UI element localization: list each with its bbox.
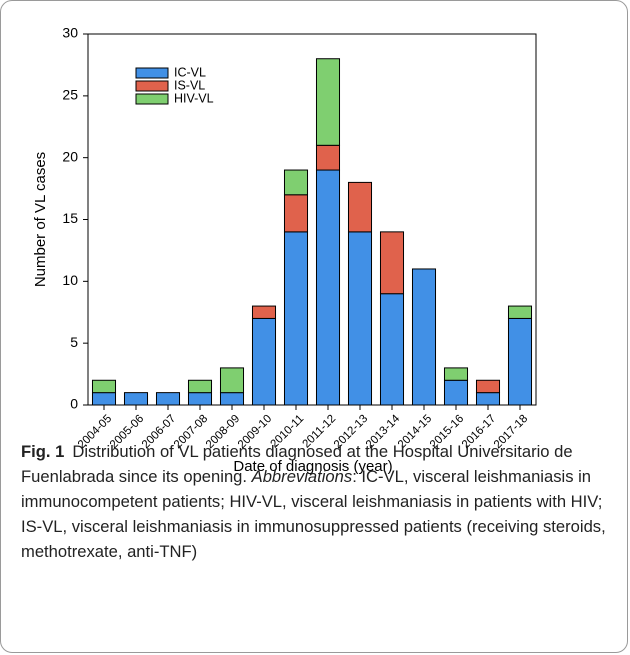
- bar-segment: [379, 293, 405, 406]
- bar-segment: [315, 144, 341, 171]
- bar-segment: [347, 181, 373, 233]
- y-tick-label: 5: [70, 334, 78, 350]
- bar-segment: [155, 392, 181, 406]
- y-tick-label: 15: [62, 210, 78, 226]
- legend-label: IS-VL: [174, 78, 205, 92]
- legend-label: IC-VL: [174, 65, 206, 79]
- caption-text: Distribution of VL patients diagnosed at…: [21, 442, 573, 486]
- bar-segment: [379, 231, 405, 295]
- bar-segment: [283, 231, 309, 406]
- bar-segment: [443, 367, 469, 381]
- plot-frame: [87, 33, 537, 406]
- bar-segment: [315, 58, 341, 146]
- bar-segment: [475, 392, 501, 406]
- caption: Fig. 1 Distribution of VL patients diagno…: [21, 439, 606, 564]
- x-axis-label: Date of diagnosis (year): [233, 458, 392, 475]
- bar-segment: [315, 169, 341, 406]
- bar-segment: [219, 392, 245, 406]
- y-tick-label: 25: [62, 87, 78, 103]
- bar-segment: [475, 379, 501, 394]
- bar-segment: [219, 367, 245, 394]
- legend-swatch: [135, 80, 169, 92]
- bar-segment: [411, 268, 437, 406]
- bar-segment: [187, 392, 213, 406]
- bar-segment: [91, 379, 117, 394]
- bar-segment: [251, 305, 277, 319]
- legend-swatch: [135, 67, 169, 79]
- chart: Date of diagnosis (year) Number of VL ca…: [32, 25, 537, 475]
- y-tick-label: 30: [62, 25, 78, 41]
- bar-segment: [187, 379, 213, 394]
- bar-segment: [347, 231, 373, 406]
- y-axis-label: Number of VL cases: [32, 152, 49, 287]
- bar-segment: [507, 305, 533, 319]
- caption-label: Fig. 1: [21, 442, 65, 461]
- legend-label: HIV-VL: [174, 91, 214, 105]
- caption-text: : IC-VL, visceral leishmaniasis in immun…: [21, 467, 606, 561]
- y-tick-label: 10: [62, 272, 78, 288]
- bar-segment: [443, 379, 469, 406]
- bar-segment: [91, 392, 117, 406]
- y-tick-label: 0: [70, 396, 78, 412]
- y-tick-label: 20: [62, 148, 78, 164]
- bar-segment: [251, 317, 277, 406]
- bar-segment: [507, 317, 533, 406]
- bar-segment: [283, 194, 309, 233]
- bar-segment: [283, 169, 309, 196]
- bar-segment: [123, 392, 149, 406]
- caption-italic: Abbreviations: [251, 467, 353, 486]
- legend-swatch: [135, 93, 169, 105]
